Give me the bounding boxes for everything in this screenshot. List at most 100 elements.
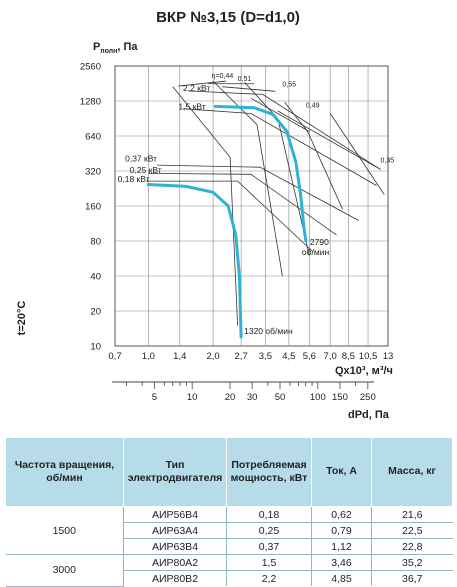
y-tick-label: 10 (90, 342, 101, 353)
series-line-1 (213, 104, 308, 243)
power-cell: 0,25 (226, 522, 312, 539)
speed-ray (178, 80, 227, 87)
annotations: 1320 об/мин 2790 об/мин 2,2 кВт 1,5 кВт 0,37 … (118, 73, 395, 336)
y-tick-label: 1280 (80, 97, 101, 108)
header-mass: Масса, кг (371, 437, 453, 507)
x-axis-label: Qx10³, м³/ч (335, 365, 393, 377)
speed-ray (277, 110, 381, 170)
motor-spec-table: Частота вращения, об/мин Тип электродвиг… (5, 437, 453, 587)
series-label-1320: 1320 об/мин (244, 326, 293, 336)
table-row: 3000 АИР80А2 1,5 3,46 35,2 (5, 554, 453, 587)
current-cell: 4,85 (311, 570, 372, 586)
x-tick-label: 2,7 (235, 351, 248, 362)
chart-title: ВКР №3,15 (D=d1,0) (156, 9, 300, 26)
efficiency-label: 0,51 (238, 76, 252, 83)
series-line-0 (146, 183, 243, 339)
power-line (146, 180, 313, 252)
power-line (148, 173, 337, 236)
series-label-2790: 2790 об/мин (302, 237, 330, 257)
power-line (182, 108, 377, 186)
y-tick-label: 80 (90, 237, 101, 248)
efficiency-line (284, 101, 343, 210)
x-tick-label: 10,5 (359, 351, 378, 362)
speed-ray (221, 86, 276, 92)
current-cell: 3,46 (311, 554, 372, 571)
secondary-tick-label: 150 (332, 392, 348, 403)
x-tick-label: 13 (383, 351, 394, 362)
side-temperature-label: t=20°C (16, 301, 28, 336)
secondary-x-axis-label: dPd, Па (348, 409, 390, 421)
x-tick-label: 1,0 (142, 351, 155, 362)
power-line (157, 164, 359, 221)
efficiency-label: η=0,44 (212, 73, 234, 80)
power-cell: 0,37 (226, 538, 312, 555)
table-row: 1500 АИР56В4 0,18 0,62 21,6 (5, 506, 453, 555)
y-tick-label: 20 (90, 307, 101, 318)
efficiency-line (212, 80, 283, 277)
efficiency-label: 0,55 (282, 82, 296, 89)
header-speed: Частота вращения, об/мин (5, 437, 124, 507)
speed-cell: 1500 (5, 506, 124, 555)
y-tick-label: 320 (85, 167, 101, 178)
mass-cell: 36,7 (371, 570, 453, 586)
power-cell: 1,5 (226, 554, 312, 571)
current-cell: 1,12 (311, 538, 372, 555)
power-label: 0,37 кВт (125, 154, 157, 164)
x-tick-label: 5,6 (303, 351, 316, 362)
table-row: АИР63А4 0,25 0,79 22,5 (6, 522, 453, 539)
power-label: 0,18 кВт (118, 174, 150, 184)
y-tick-labels: 2560 1280 640 320 160 80 40 20 10 (80, 62, 101, 353)
x-tick-label: 3,5 (259, 351, 272, 362)
y-tick-label: 2560 (80, 62, 101, 73)
table-header-row: Частота вращения, об/мин Тип электродвиг… (5, 437, 453, 507)
secondary-tick-label: 250 (360, 392, 376, 403)
power-label: 2,2 кВт (183, 83, 210, 93)
secondary-tick-label: 30 (247, 392, 258, 403)
motor-type-cell: АИР63А4 (123, 522, 227, 539)
motor-type-cell: АИР80В2 (123, 570, 227, 586)
series-lines (146, 104, 308, 339)
power-line (189, 90, 381, 170)
y-axis-label: Pполн, Па (93, 41, 138, 55)
mass-cell: 21,6 (371, 506, 453, 523)
y-tick-label: 40 (90, 272, 101, 283)
secondary-x-axis: 5 10 20 30 50 100 150 250 (112, 381, 376, 403)
y-tick-label: 160 (85, 202, 101, 213)
secondary-tick-label: 100 (310, 392, 326, 403)
header-power: Потребляемая мощность, кВт (226, 437, 312, 507)
x-tick-labels: 0,7 1,0 1,4 2,0 2,7 3,5 4,5 5,6 7,0 8,5 10,5 13 (108, 351, 393, 362)
secondary-tick-label: 10 (187, 392, 198, 403)
secondary-tick-label: 50 (275, 392, 286, 403)
mass-cell: 22,8 (371, 538, 453, 555)
x-tick-label: 7,0 (324, 351, 337, 362)
current-cell: 0,62 (311, 506, 372, 523)
power-label: 0,25 кВт (130, 165, 162, 175)
x-tick-label: 2,0 (206, 351, 219, 362)
mass-cell: 22,5 (371, 522, 453, 539)
header-current: Ток, А (311, 437, 372, 507)
secondary-tick-label: 5 (152, 392, 157, 403)
power-cell: 2,2 (226, 570, 312, 586)
power-cell: 0,18 (226, 506, 312, 523)
y-tick-label: 640 (85, 132, 101, 143)
fan-performance-chart: ВКР №3,15 (D=d1,0) Pполн, Па t=20°C 2560… (16, 9, 395, 421)
power-label: 1,5 кВт (178, 102, 205, 112)
motor-type-cell: АИР80А2 (123, 554, 227, 571)
header-motor-type: Тип электродвигателя (123, 437, 227, 507)
mass-cell: 35,2 (371, 554, 453, 571)
efficiency-line (172, 86, 238, 326)
x-tick-label: 4,5 (282, 351, 295, 362)
efficiency-label: 0,49 (306, 103, 320, 110)
secondary-tick-label: 20 (225, 392, 236, 403)
motor-type-cell: АИР63В4 (123, 538, 227, 555)
x-tick-label: 1,4 (173, 351, 186, 362)
motor-type-cell: АИР56В4 (123, 506, 227, 523)
efficiency-label: 0,35 (381, 157, 395, 164)
speed-ray (250, 97, 310, 132)
table-row: АИР63В4 0,37 1,12 22,8 (6, 538, 453, 555)
current-cell: 0,79 (311, 522, 372, 539)
x-tick-label: 0,7 (108, 351, 121, 362)
speed-cell: 3000 (5, 554, 124, 587)
x-tick-label: 8,5 (342, 351, 355, 362)
efficiency-line (329, 113, 385, 195)
